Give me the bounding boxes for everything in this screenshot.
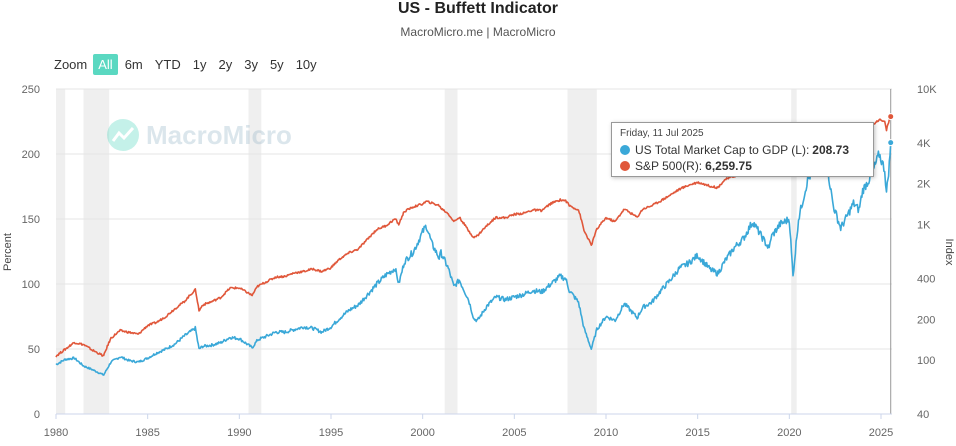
watermark-logo-icon — [107, 119, 139, 151]
x-tick-label: 1990 — [227, 427, 251, 439]
y-tick-label: 100 — [22, 279, 40, 291]
tooltip-row-sp500: S&P 500(R): 6,259.75 — [620, 158, 865, 174]
zoom-button-6m[interactable]: 6m — [124, 57, 143, 72]
series-marker — [887, 113, 895, 121]
chart-subtitle: MacroMicro.me | MacroMicro — [400, 25, 556, 39]
zoom-button-5y[interactable]: 5y — [269, 57, 284, 72]
right-axis-ticks: 40 100 200 400 1K 2K 4K 10K — [917, 84, 937, 421]
zoom-button-1y[interactable]: 1y — [192, 57, 207, 72]
tooltip-label: S&P 500(R): — [635, 159, 703, 173]
x-tick-label: 1995 — [319, 427, 343, 439]
recession-band — [791, 89, 797, 414]
watermark: MacroMicro — [106, 118, 292, 152]
series-marker — [887, 139, 895, 147]
y2-tick-label: 2K — [917, 179, 931, 191]
series-line-market-cap-to-gdp — [55, 142, 892, 376]
x-axis-ticks: 1980 1985 1990 1995 2000 2005 2010 2015 2020 2025 — [44, 414, 893, 439]
tooltip-date: Friday, 11 Jul 2025 — [620, 128, 704, 139]
y2-tick-label: 1K — [917, 220, 931, 232]
zoom-button-2y[interactable]: 2y — [218, 57, 233, 72]
x-tick-label: 1985 — [135, 427, 159, 439]
y2-tick-label: 4K — [917, 138, 931, 150]
zoom-button-3y[interactable]: 3y — [244, 57, 258, 72]
left-axis-ticks: 0 50 100 150 200 250 — [22, 84, 40, 421]
y2-tick-label: 400 — [917, 273, 935, 285]
y-tick-label: 200 — [22, 149, 40, 161]
tooltip: Friday, 11 Jul 2025 US Total Market Cap … — [611, 122, 874, 177]
tooltip-row-market-cap: US Total Market Cap to GDP (L): 208.73 — [620, 142, 865, 158]
watermark-text: MacroMicro — [146, 119, 292, 150]
zoom-button-10y[interactable]: 10y — [295, 57, 317, 72]
x-tick-label: 2025 — [869, 427, 893, 439]
recession-band — [56, 89, 66, 414]
zoom-bar: Zoom All 6m YTD 1y 2y 3y 5y 10y — [54, 54, 324, 75]
y2-axis-title: Index — [943, 239, 955, 266]
recession-band — [567, 89, 597, 414]
zoom-button-ytd[interactable]: YTD — [154, 57, 181, 72]
x-tick-label: 2010 — [594, 427, 618, 439]
tooltip-value: 208.73 — [812, 143, 849, 157]
series-dot-icon — [620, 145, 630, 155]
tooltip-value: 6,259.75 — [705, 159, 752, 173]
x-tick-label: 2005 — [502, 427, 526, 439]
x-tick-label: 2000 — [410, 427, 434, 439]
x-tick-label: 2015 — [685, 427, 709, 439]
y-tick-label: 50 — [28, 344, 40, 356]
y-tick-label: 250 — [22, 84, 40, 96]
y2-tick-label: 40 — [917, 409, 929, 421]
y2-tick-label: 100 — [917, 355, 935, 367]
chart-title: US - Buffett Indicator — [398, 0, 558, 17]
recession-band — [248, 89, 262, 414]
recession-band — [83, 89, 110, 414]
series-dot-icon — [620, 161, 630, 171]
y-axis-title: Percent — [2, 233, 14, 271]
y-tick-label: 0 — [34, 409, 40, 421]
zoom-button-all[interactable]: All — [93, 54, 118, 75]
tooltip-label: US Total Market Cap to GDP (L): — [635, 143, 810, 157]
y2-tick-label: 10K — [917, 84, 937, 96]
y2-tick-label: 200 — [917, 314, 935, 326]
y-tick-label: 150 — [22, 214, 40, 226]
zoom-label: Zoom — [54, 57, 88, 72]
recession-bands — [56, 89, 797, 414]
x-tick-label: 1980 — [44, 427, 68, 439]
x-tick-label: 2020 — [777, 427, 801, 439]
recession-band — [444, 89, 458, 414]
